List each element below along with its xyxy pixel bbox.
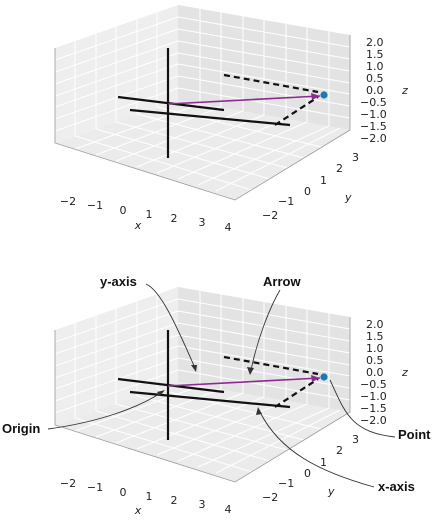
- callout-arrow: Arrow: [263, 274, 301, 289]
- x-tick: 2: [171, 212, 178, 225]
- x-tick: 0: [120, 486, 127, 499]
- x-tick: 4: [225, 503, 232, 516]
- leader-y-axis: [145, 283, 196, 369]
- y-tick: 2: [336, 444, 343, 457]
- z-tick: 0.0: [366, 84, 384, 97]
- x-tick-labels: −2 −1 0 1 2 3 4: [60, 477, 232, 516]
- z-axis-label: z: [401, 84, 408, 97]
- dashed-guide-y: [223, 73, 319, 94]
- x-axis-label: x: [134, 504, 142, 517]
- z-tick: 1.5: [366, 48, 384, 61]
- z-tick-labels: 2.0 1.5 1.0 0.5 0.0 −0.5 −1.0 −1.5 −2.0: [360, 318, 387, 427]
- z-tick: 0.5: [366, 72, 384, 85]
- z-tick: −1.0: [360, 390, 387, 403]
- y-tick: −1: [278, 195, 294, 208]
- dashed-guide-x: [274, 378, 319, 408]
- x-axis-label: x: [134, 219, 142, 232]
- callout-y-axis: y-axis: [100, 274, 137, 289]
- y-tick: −2: [262, 209, 278, 222]
- panel-top: −2 −1 0 1 2 3 4 x −2 −1 0 1 2 3 y 2.0 1.…: [54, 5, 408, 234]
- panel-bottom: −2 −1 0 1 2 3 4 x −2 −1 0 1 2 3 y 2.0 1.…: [2, 274, 431, 517]
- x-tick: −1: [87, 199, 103, 212]
- x-tick: −1: [87, 481, 103, 494]
- z-tick: −2.0: [360, 414, 387, 427]
- y-tick: 1: [320, 174, 327, 187]
- z-tick: 2.0: [366, 318, 384, 331]
- x-tick: 1: [146, 490, 153, 503]
- leader-arrowhead: [256, 407, 262, 415]
- y-tick: 3: [352, 151, 359, 164]
- x-tick: −2: [60, 477, 76, 490]
- arrow-head: [311, 93, 320, 100]
- y-axis-label: y: [344, 191, 352, 204]
- z-axis-label: z: [401, 366, 408, 379]
- z-tick: 1.0: [366, 60, 384, 73]
- vector-arrow: [167, 377, 321, 387]
- z-tick: 0.5: [366, 354, 384, 367]
- z-tick-labels: 2.0 1.5 1.0 0.5 0.0 −0.5 −1.0 −1.5 −2.0: [360, 36, 387, 145]
- leader-arrowhead: [247, 367, 254, 375]
- x-tick: 4: [225, 221, 232, 234]
- z-tick: 0.0: [366, 366, 384, 379]
- leader-arrowhead: [157, 390, 165, 396]
- box-edges: [54, 317, 351, 483]
- point-marker: [320, 91, 328, 99]
- x-tick: 2: [171, 494, 178, 507]
- z-tick: −2.0: [360, 132, 387, 145]
- z-tick: 1.5: [366, 330, 384, 343]
- callout-origin: Origin: [2, 421, 40, 436]
- x-axis-line: [129, 108, 291, 127]
- z-tick: 2.0: [366, 36, 384, 49]
- callout-point: Point: [398, 427, 431, 442]
- z-tick: 1.0: [366, 342, 384, 355]
- y-tick-labels: −2 −1 0 1 2 3: [262, 151, 359, 222]
- y-tick: 0: [304, 467, 311, 480]
- y-tick: 2: [336, 162, 343, 175]
- y-tick: 0: [304, 185, 311, 198]
- x-tick: 3: [199, 216, 206, 229]
- leader-point: [329, 379, 396, 438]
- callout-x-axis: x-axis: [378, 479, 415, 494]
- x-tick: 1: [146, 208, 153, 221]
- y-tick-labels: −2 −1 0 1 2 3: [262, 433, 359, 504]
- leader-x-axis: [259, 411, 375, 488]
- leader-arrow: [250, 289, 281, 371]
- y-tick: 3: [352, 433, 359, 446]
- y-tick: −1: [278, 477, 294, 490]
- y-tick: −2: [262, 491, 278, 504]
- y-tick: 1: [320, 456, 327, 469]
- grid-lines: [54, 291, 351, 474]
- y-axis-label: y: [327, 485, 335, 498]
- z-tick: −1.0: [360, 108, 387, 121]
- x-tick-labels: −2 −1 0 1 2 3 4: [60, 195, 232, 234]
- callouts: y-axis Arrow Origin Point x-axis: [2, 274, 431, 494]
- vector-arrow: [167, 95, 321, 105]
- dashed-guide-y: [223, 355, 319, 376]
- dashed-guide-x: [274, 96, 319, 126]
- box-edges: [54, 35, 351, 201]
- grid-lines: [54, 9, 351, 192]
- z-tick: −1.5: [360, 402, 387, 415]
- x-tick: 0: [120, 204, 127, 217]
- z-tick: −1.5: [360, 120, 387, 133]
- point-marker: [320, 373, 328, 381]
- z-tick: −0.5: [360, 378, 387, 391]
- leader-origin: [47, 391, 163, 430]
- arrow-head: [311, 375, 320, 382]
- leader-arrowhead: [191, 365, 197, 372]
- x-axis-line: [129, 390, 291, 409]
- x-tick: 3: [199, 498, 206, 511]
- x-tick: −2: [60, 195, 76, 208]
- z-tick: −0.5: [360, 96, 387, 109]
